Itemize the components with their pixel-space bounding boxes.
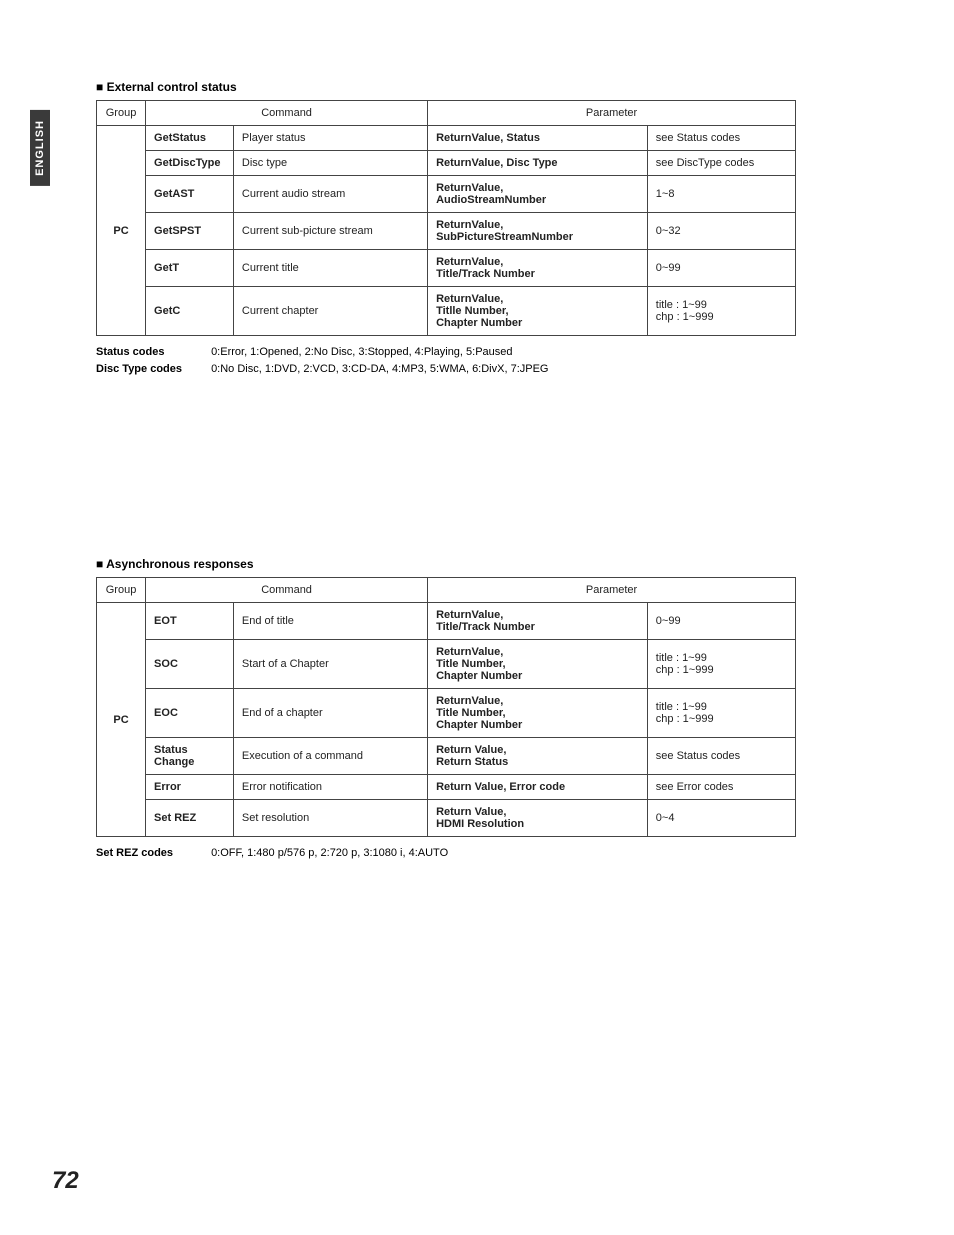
value-cell: 0~99 [647,250,795,287]
desc-cell: Start of a Chapter [233,640,427,689]
table-row: StatusChange Execution of a command Retu… [97,738,796,775]
cmd-cell: EOC [146,689,234,738]
desc-cell: Current audio stream [233,176,427,213]
header-parameter: Parameter [428,101,796,126]
codes-block: Set REZ codes 0:OFF, 1:480 p/576 p, 2:72… [96,845,796,862]
cmd-cell: StatusChange [146,738,234,775]
table-row: Set REZ Set resolution Return Value,HDMI… [97,800,796,837]
param-cell: ReturnValue,SubPictureStreamNumber [428,213,648,250]
table-row: SOC Start of a Chapter ReturnValue,Title… [97,640,796,689]
desc-cell: Current title [233,250,427,287]
desc-cell: Execution of a command [233,738,427,775]
value-cell: 0~99 [647,603,795,640]
table-row: GetSPST Current sub-picture stream Retur… [97,213,796,250]
cmd-cell: Error [146,775,234,800]
cmd-cell: GetC [146,287,234,336]
table-external-control: Group Command Parameter PC GetStatus Pla… [96,100,796,336]
desc-cell: Current chapter [233,287,427,336]
value-cell: title : 1~99chp : 1~999 [647,287,795,336]
header-command: Command [146,101,428,126]
param-cell: Return Value,HDMI Resolution [428,800,648,837]
section-heading-async-responses: ■ Asynchronous responses [96,557,796,571]
page-content: ■ External control status Group Command … [96,80,796,862]
group-cell: PC [97,603,146,837]
param-cell: ReturnValue, Disc Type [428,151,648,176]
table-header-row: Group Command Parameter [97,101,796,126]
value-cell: 0~4 [647,800,795,837]
desc-cell: Current sub-picture stream [233,213,427,250]
codes-label: Set REZ codes [96,845,208,862]
value-cell: see Status codes [647,126,795,151]
codes-line: Status codes 0:Error, 1:Opened, 2:No Dis… [96,344,796,361]
table-row: PC GetStatus Player status ReturnValue, … [97,126,796,151]
group-cell: PC [97,126,146,336]
header-parameter: Parameter [428,578,796,603]
language-tab: ENGLISH [30,110,50,186]
codes-label: Disc Type codes [96,361,208,378]
desc-cell: Disc type [233,151,427,176]
codes-text: 0:OFF, 1:480 p/576 p, 2:720 p, 3:1080 i,… [211,847,448,859]
header-group: Group [97,578,146,603]
param-cell: ReturnValue,AudioStreamNumber [428,176,648,213]
codes-text: 0:Error, 1:Opened, 2:No Disc, 3:Stopped,… [211,346,512,358]
header-group: Group [97,101,146,126]
table-row: GetAST Current audio stream ReturnValue,… [97,176,796,213]
param-cell: ReturnValue,Titlle Number,Chapter Number [428,287,648,336]
value-cell: 1~8 [647,176,795,213]
param-cell: ReturnValue, Status [428,126,648,151]
cmd-cell: GetAST [146,176,234,213]
cmd-cell: GetStatus [146,126,234,151]
table-row: GetC Current chapter ReturnValue,Titlle … [97,287,796,336]
table-row: PC EOT End of title ReturnValue,Title/Tr… [97,603,796,640]
table-async-responses: Group Command Parameter PC EOT End of ti… [96,577,796,837]
cmd-cell: GetDiscType [146,151,234,176]
cmd-cell: Set REZ [146,800,234,837]
section-heading-external-control: ■ External control status [96,80,796,94]
codes-line: Set REZ codes 0:OFF, 1:480 p/576 p, 2:72… [96,845,796,862]
desc-cell: End of a chapter [233,689,427,738]
table-row: Error Error notification Return Value, E… [97,775,796,800]
cmd-cell: SOC [146,640,234,689]
param-cell: Return Value,Return Status [428,738,648,775]
table-header-row: Group Command Parameter [97,578,796,603]
desc-cell: Set resolution [233,800,427,837]
desc-cell: End of title [233,603,427,640]
codes-label: Status codes [96,344,208,361]
desc-cell: Error notification [233,775,427,800]
desc-cell: Player status [233,126,427,151]
value-cell: see Error codes [647,775,795,800]
table-row: EOC End of a chapter ReturnValue,Title N… [97,689,796,738]
table-row: GetT Current title ReturnValue,Title/Tra… [97,250,796,287]
header-command: Command [146,578,428,603]
cmd-cell: GetT [146,250,234,287]
codes-text: 0:No Disc, 1:DVD, 2:VCD, 3:CD-DA, 4:MP3,… [211,363,548,375]
value-cell: title : 1~99chp : 1~999 [647,640,795,689]
param-cell: ReturnValue,Title/Track Number [428,250,648,287]
value-cell: 0~32 [647,213,795,250]
table-row: GetDiscType Disc type ReturnValue, Disc … [97,151,796,176]
param-cell: ReturnValue,Title Number,Chapter Number [428,640,648,689]
cmd-cell: EOT [146,603,234,640]
param-cell: ReturnValue,Title/Track Number [428,603,648,640]
param-cell: ReturnValue,Title Number,Chapter Number [428,689,648,738]
codes-block: Status codes 0:Error, 1:Opened, 2:No Dis… [96,344,796,377]
value-cell: see DiscType codes [647,151,795,176]
param-cell: Return Value, Error code [428,775,648,800]
codes-line: Disc Type codes 0:No Disc, 1:DVD, 2:VCD,… [96,361,796,378]
value-cell: title : 1~99chp : 1~999 [647,689,795,738]
page-number: 72 [52,1167,79,1195]
cmd-cell: GetSPST [146,213,234,250]
value-cell: see Status codes [647,738,795,775]
